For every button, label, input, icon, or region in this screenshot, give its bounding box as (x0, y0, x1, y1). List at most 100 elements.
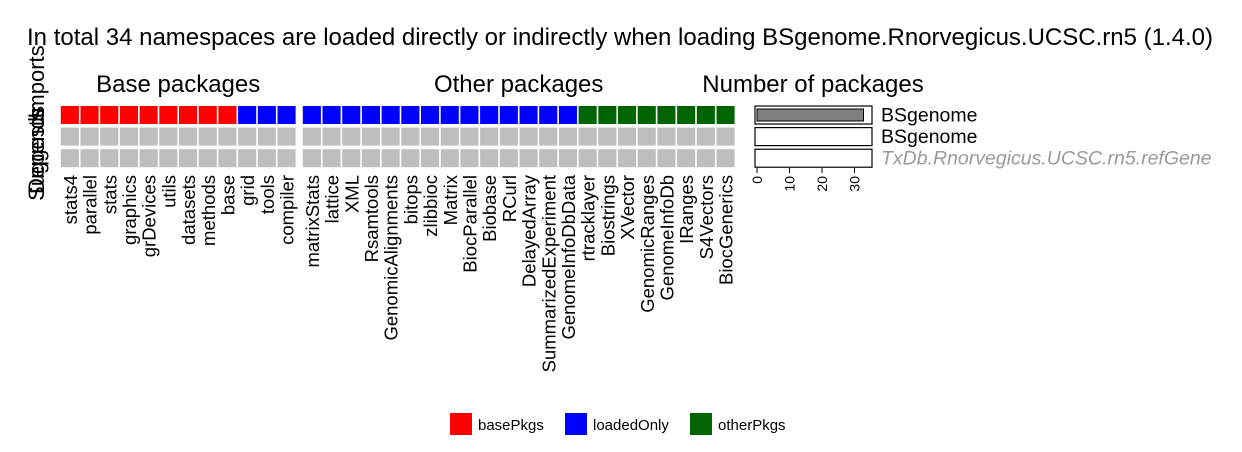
heatmap-cell (302, 127, 321, 146)
legend-label: otherPkgs (718, 417, 786, 434)
column-label: tools (257, 175, 278, 214)
row-label: Depends (24, 106, 49, 194)
heatmap-cell (198, 106, 217, 124)
column-label: XVector (617, 175, 638, 240)
column-label: GenomicRanges (637, 175, 658, 313)
legend-swatch (450, 413, 472, 435)
heatmap-cell (558, 127, 577, 146)
column-label: base (217, 175, 238, 215)
heatmap-cell (716, 127, 735, 146)
heatmap-cell (139, 106, 158, 124)
column-label: stats (99, 175, 120, 214)
heatmap-cell (361, 106, 380, 124)
heatmap-cell (401, 106, 420, 124)
column-label: BiocGenerics (716, 175, 737, 285)
heatmap-cell (218, 106, 237, 124)
legend-swatch (565, 413, 587, 435)
column-label: stats4 (60, 175, 81, 224)
bar (756, 108, 864, 122)
column-label: utils (158, 175, 179, 208)
heatmap-cell (60, 127, 79, 146)
column-label: bitops (400, 175, 421, 224)
heatmap-cell (80, 106, 99, 124)
heatmap-cell (179, 149, 198, 168)
column-label: datasets (178, 175, 199, 245)
heatmap-cell (100, 106, 119, 124)
heatmap-cell (342, 149, 361, 168)
heatmap-cell (257, 149, 276, 168)
heatmap-cell (139, 127, 158, 146)
heatmap-cell (637, 127, 656, 146)
heatmap-cell (277, 127, 296, 146)
column-label: grDevices (139, 175, 160, 257)
column-label: Matrix (440, 174, 461, 225)
column-label: matrixStats (302, 175, 323, 268)
heatmap-cell (381, 127, 400, 146)
x-tick-label: 30 (847, 176, 863, 192)
bar-frame (754, 126, 873, 147)
heatmap-cell (119, 149, 138, 168)
heatmap-cell (238, 127, 257, 146)
heatmap-cell (519, 127, 538, 146)
heatmap-cell (696, 106, 715, 124)
column-label: GenomeInfoDbData (558, 174, 579, 339)
heatmap-cell (696, 127, 715, 146)
heatmap-cell (578, 127, 597, 146)
heatmap-cell (539, 127, 558, 146)
heatmap-cell (440, 127, 459, 146)
heatmap-cell (119, 127, 138, 146)
column-label: RCurl (499, 175, 520, 222)
heatmap-cell (277, 106, 296, 124)
row-label: Suggests (24, 109, 49, 201)
x-tick-label: 0 (749, 176, 765, 184)
heatmap-cell (159, 149, 178, 168)
heatmap-cell (381, 106, 400, 124)
heatmap-cell (657, 106, 676, 124)
heatmap-cell (361, 149, 380, 168)
heatmap-cell (696, 149, 715, 168)
column-label: compiler (277, 175, 298, 245)
heatmap-cell (480, 149, 499, 168)
heatmap-cell (440, 149, 459, 168)
heatmap-cell (302, 149, 321, 168)
column-label: zlibbioc (420, 175, 441, 237)
heatmap-cell (716, 149, 735, 168)
heatmap-cell (558, 149, 577, 168)
heatmap-cell (677, 149, 696, 168)
heatmap-cell (499, 106, 518, 124)
panel-title: Other packages (434, 71, 603, 98)
heatmap-cell (198, 127, 217, 146)
bar-panel-title: Number of packages (702, 71, 923, 98)
heatmap-cell (257, 127, 276, 146)
heatmap-cell (618, 106, 637, 124)
column-label: Biobase (479, 175, 500, 242)
heatmap-cell (480, 106, 499, 124)
heatmap-cell (499, 149, 518, 168)
chart-title: In total 34 namespaces are loaded direct… (27, 24, 1213, 51)
heatmap-cell (60, 149, 79, 168)
heatmap-cell (60, 106, 79, 124)
heatmap-cell (322, 106, 341, 124)
column-label: BiocParallel (459, 175, 480, 273)
heatmap-cell (218, 127, 237, 146)
heatmap-cell (716, 106, 735, 124)
heatmap-cell (539, 106, 558, 124)
column-label: lattice (322, 175, 343, 223)
heatmap-cell (100, 149, 119, 168)
heatmap-cell (257, 106, 276, 124)
heatmap-cell (322, 149, 341, 168)
column-label: Biostrings (597, 175, 618, 256)
column-label: GenomicAlignments (381, 175, 402, 341)
column-label: IRanges (676, 175, 697, 244)
bar-label: BSgenome (881, 105, 977, 127)
column-label: graphics (119, 175, 140, 245)
heatmap-cell (80, 127, 99, 146)
heatmap-cell (618, 149, 637, 168)
heatmap-cell (401, 149, 420, 168)
heatmap-cell (578, 149, 597, 168)
heatmap-cell (558, 106, 577, 124)
column-label: grid (237, 175, 258, 206)
heatmap-cell (480, 127, 499, 146)
heatmap-cell (421, 106, 440, 124)
